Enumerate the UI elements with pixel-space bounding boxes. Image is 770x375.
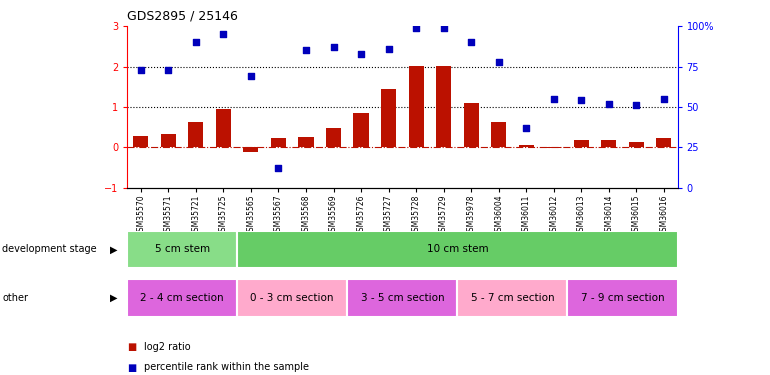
Bar (133, 136, 149, 147)
Point (437, 25, 450, 31)
Text: 0 - 3 cm section: 0 - 3 cm section (250, 293, 334, 303)
Bar (601, 140, 616, 147)
Bar (629, 141, 644, 147)
Bar (519, 145, 534, 147)
Text: log2 ratio: log2 ratio (144, 342, 191, 352)
Point (547, 96, 560, 102)
Bar (574, 140, 589, 147)
Point (493, 59, 505, 65)
Point (658, 96, 670, 102)
Bar (237, 279, 347, 317)
Bar (464, 103, 479, 147)
Text: 5 - 7 cm section: 5 - 7 cm section (470, 293, 554, 303)
Point (189, 39, 202, 45)
Text: ▶: ▶ (110, 244, 118, 254)
Bar (381, 89, 396, 147)
Text: 7 - 9 cm section: 7 - 9 cm section (581, 293, 665, 303)
Point (135, 67, 147, 73)
Point (465, 39, 477, 45)
Bar (189, 122, 203, 147)
Point (603, 100, 615, 106)
Point (520, 125, 532, 131)
Text: development stage: development stage (2, 244, 97, 254)
Bar (216, 109, 231, 147)
Point (575, 98, 588, 104)
Text: 2 - 4 cm section: 2 - 4 cm section (140, 293, 224, 303)
Bar (243, 147, 259, 152)
Point (630, 102, 642, 108)
Bar (353, 113, 369, 147)
Bar (409, 66, 424, 147)
Bar (567, 279, 678, 317)
Point (410, 25, 422, 31)
Bar (161, 134, 176, 147)
Bar (457, 279, 567, 317)
Text: 5 cm stem: 5 cm stem (155, 244, 209, 254)
Text: other: other (2, 293, 28, 303)
Point (383, 46, 395, 52)
Bar (491, 122, 506, 147)
Bar (546, 147, 561, 148)
Bar (237, 231, 678, 268)
Text: 10 cm stem: 10 cm stem (427, 244, 488, 254)
Bar (127, 279, 237, 317)
Text: ■: ■ (127, 363, 136, 372)
Bar (436, 66, 451, 147)
Bar (347, 279, 457, 317)
Text: ■: ■ (127, 342, 136, 352)
Point (355, 51, 367, 57)
Bar (271, 138, 286, 147)
Point (273, 165, 285, 171)
Text: GDS2895 / 25146: GDS2895 / 25146 (127, 9, 238, 22)
Point (327, 44, 340, 50)
Text: ▶: ▶ (110, 293, 118, 303)
Bar (656, 138, 671, 147)
Bar (127, 231, 237, 268)
Text: 3 - 5 cm section: 3 - 5 cm section (360, 293, 444, 303)
Point (245, 73, 257, 79)
Bar (299, 137, 313, 147)
Point (217, 32, 229, 38)
Point (300, 48, 312, 54)
Bar (326, 128, 341, 147)
Text: percentile rank within the sample: percentile rank within the sample (144, 363, 309, 372)
Point (162, 67, 175, 73)
